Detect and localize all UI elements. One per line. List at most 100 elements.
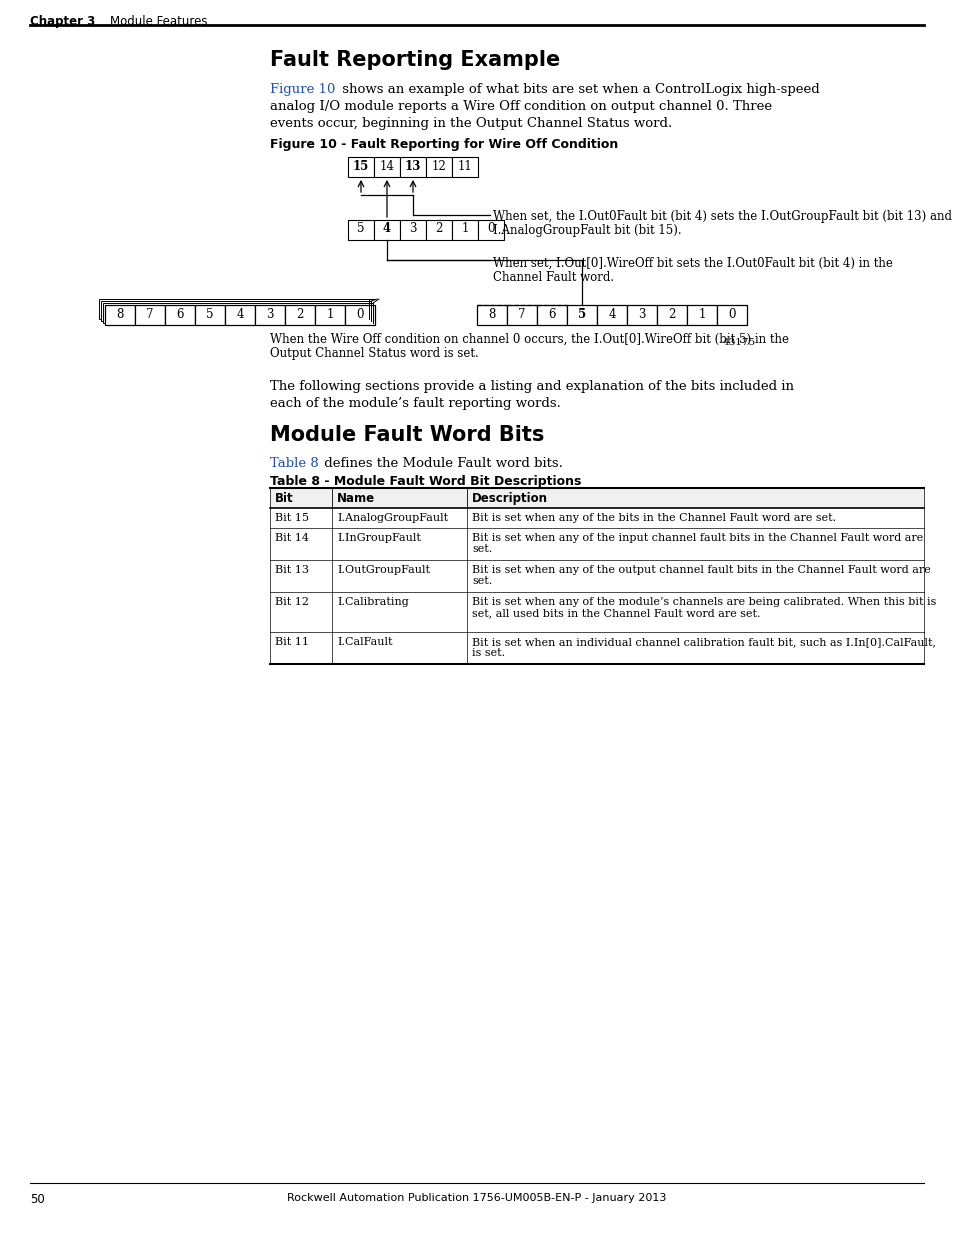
Bar [426, 157, 452, 177]
Text: 3: 3 [266, 308, 274, 321]
Text: Bit is set when any of the output channel fault bits in the Channel Fault word a: Bit is set when any of the output channe… [472, 564, 930, 576]
Text: Bit is set when any of the module’s channels are being calibrated. When this bit: Bit is set when any of the module’s chan… [472, 597, 936, 606]
Bar [452, 220, 477, 240]
Text: When the Wire Off condition on channel 0 occurs, the I.Out[0].WireOff bit (bit 5: When the Wire Off condition on channel 0… [270, 333, 788, 346]
Text: I.Calibrating: I.Calibrating [336, 597, 408, 606]
Bar [597, 305, 626, 325]
Text: 0: 0 [355, 308, 363, 321]
Text: 15: 15 [353, 159, 369, 173]
Text: Bit 15: Bit 15 [274, 513, 309, 522]
Bar [626, 305, 657, 325]
Bar [348, 157, 374, 177]
Text: set.: set. [472, 576, 492, 585]
Text: Chapter 3: Chapter 3 [30, 15, 95, 28]
Text: Bit 14: Bit 14 [274, 534, 309, 543]
Text: 1: 1 [461, 222, 468, 236]
Bar [285, 305, 314, 325]
Text: defines the Module Fault word bits.: defines the Module Fault word bits. [319, 457, 562, 471]
Text: 11: 11 [457, 159, 472, 173]
Text: I.AnalogGroupFault bit (bit 15).: I.AnalogGroupFault bit (bit 15). [493, 224, 680, 237]
Bar [657, 305, 686, 325]
Text: 8: 8 [116, 308, 124, 321]
Text: Table 8: Table 8 [270, 457, 318, 471]
Bar [135, 305, 165, 325]
Text: When set, the I.Out0Fault bit (bit 4) sets the I.OutGroupFault bit (bit 13) and : When set, the I.Out0Fault bit (bit 4) se… [493, 210, 953, 224]
Text: Module Features: Module Features [110, 15, 208, 28]
Bar [452, 157, 477, 177]
Text: Bit 13: Bit 13 [274, 564, 309, 576]
Text: 8: 8 [488, 308, 496, 321]
Bar [103, 303, 373, 324]
Bar [165, 305, 194, 325]
Bar [105, 305, 135, 325]
Text: Bit is set when an individual channel calibration fault bit, such as I.In[0].Cal: Bit is set when an individual channel ca… [472, 637, 935, 647]
Text: Fault Reporting Example: Fault Reporting Example [270, 49, 559, 70]
Text: Output Channel Status word is set.: Output Channel Status word is set. [270, 347, 478, 359]
Bar [225, 305, 254, 325]
Text: Module Fault Word Bits: Module Fault Word Bits [270, 425, 544, 445]
Text: 7: 7 [517, 308, 525, 321]
Text: Bit 11: Bit 11 [274, 637, 309, 647]
Text: Figure 10 - Fault Reporting for Wire Off Condition: Figure 10 - Fault Reporting for Wire Off… [270, 138, 618, 151]
Text: 50: 50 [30, 1193, 45, 1207]
Text: Bit 12: Bit 12 [274, 597, 309, 606]
Bar [348, 220, 374, 240]
Text: 3: 3 [638, 308, 645, 321]
Text: Bit is set when any of the input channel fault bits in the Channel Fault word ar: Bit is set when any of the input channel… [472, 534, 923, 543]
Bar [476, 305, 506, 325]
Text: each of the module’s fault reporting words.: each of the module’s fault reporting wor… [270, 396, 560, 410]
Text: 5: 5 [206, 308, 213, 321]
Text: 5: 5 [578, 308, 585, 321]
Text: Name: Name [336, 492, 375, 505]
Text: Bit: Bit [274, 492, 294, 505]
Bar [99, 299, 369, 319]
Text: 4: 4 [382, 222, 391, 236]
Text: When set, I.Out[0].WireOff bit sets the I.Out0Fault bit (bit 4) in the: When set, I.Out[0].WireOff bit sets the … [493, 257, 892, 270]
Text: set.: set. [472, 543, 492, 555]
Bar [101, 301, 371, 321]
Text: 4: 4 [608, 308, 615, 321]
Bar [566, 305, 597, 325]
Text: 3: 3 [409, 222, 416, 236]
Text: 6: 6 [176, 308, 184, 321]
Text: 14: 14 [379, 159, 394, 173]
Text: 2: 2 [435, 222, 442, 236]
Bar [270, 488, 923, 508]
Text: Rockwell Automation Publication 1756-UM005B-EN-P - January 2013: Rockwell Automation Publication 1756-UM0… [287, 1193, 666, 1203]
Bar [506, 305, 537, 325]
Text: 4: 4 [236, 308, 244, 321]
Bar [477, 220, 503, 240]
Bar [345, 305, 375, 325]
Text: Description: Description [472, 492, 547, 505]
Bar [374, 220, 399, 240]
Text: I.InGroupFault: I.InGroupFault [336, 534, 420, 543]
Bar [194, 305, 225, 325]
Text: shows an example of what bits are set when a ControlLogix high-speed: shows an example of what bits are set wh… [337, 83, 819, 96]
Bar [314, 305, 345, 325]
Text: Table 8 - Module Fault Word Bit Descriptions: Table 8 - Module Fault Word Bit Descript… [270, 475, 580, 488]
Text: 6: 6 [548, 308, 556, 321]
Bar [426, 220, 452, 240]
Text: 2: 2 [296, 308, 303, 321]
Text: Channel Fault word.: Channel Fault word. [493, 270, 614, 284]
Bar [399, 157, 426, 177]
Text: 43175: 43175 [722, 338, 756, 347]
Text: 1: 1 [698, 308, 705, 321]
Text: The following sections provide a listing and explanation of the bits included in: The following sections provide a listing… [270, 380, 793, 393]
Text: set, all used bits in the Channel Fault word are set.: set, all used bits in the Channel Fault … [472, 608, 760, 618]
Text: 12: 12 [431, 159, 446, 173]
Bar [686, 305, 717, 325]
Text: 1: 1 [326, 308, 334, 321]
Text: I.OutGroupFault: I.OutGroupFault [336, 564, 430, 576]
Bar [537, 305, 566, 325]
Bar [254, 305, 285, 325]
Bar [399, 220, 426, 240]
Text: 13: 13 [404, 159, 420, 173]
Text: Bit is set when any of the bits in the Channel Fault word are set.: Bit is set when any of the bits in the C… [472, 513, 835, 522]
Text: 2: 2 [668, 308, 675, 321]
Text: 5: 5 [356, 222, 364, 236]
Text: 7: 7 [146, 308, 153, 321]
Text: analog I/O module reports a Wire Off condition on output channel 0. Three: analog I/O module reports a Wire Off con… [270, 100, 771, 112]
Text: I.CalFault: I.CalFault [336, 637, 392, 647]
Bar [374, 157, 399, 177]
